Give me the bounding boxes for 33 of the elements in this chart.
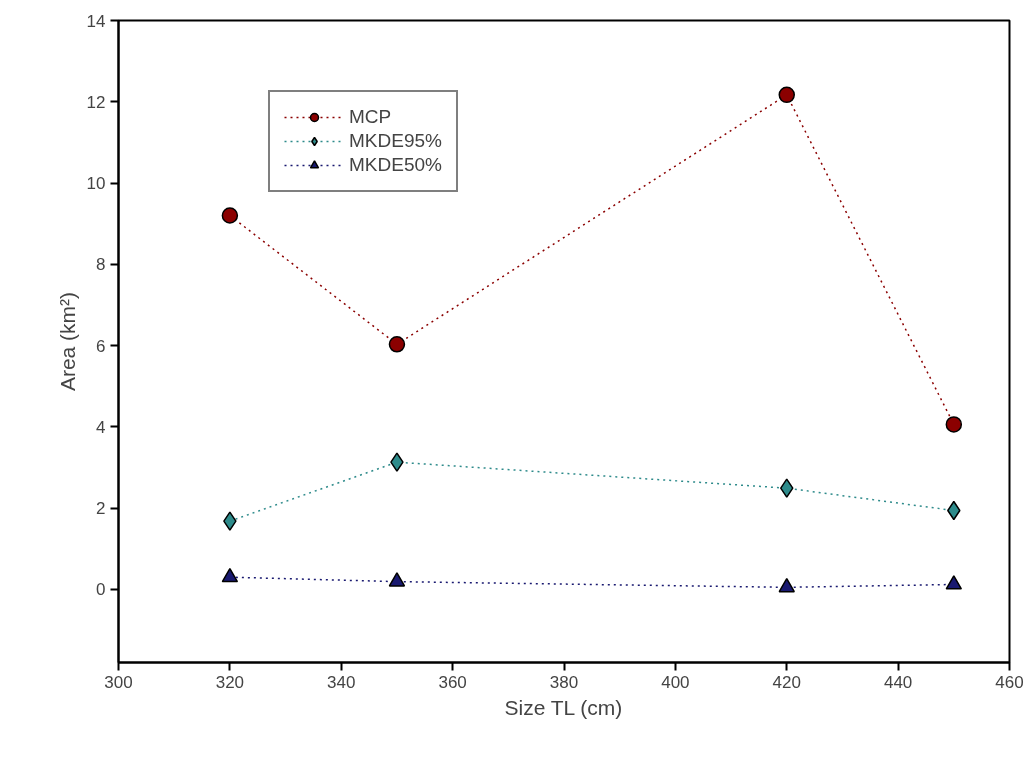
y-tick-label: 0 bbox=[96, 580, 106, 600]
point bbox=[221, 207, 239, 224]
point bbox=[390, 452, 404, 472]
y-tick-label: 14 bbox=[86, 11, 106, 31]
x-tick-label: 300 bbox=[104, 672, 133, 692]
point bbox=[223, 511, 237, 531]
point bbox=[945, 575, 963, 590]
y-tick-label: 8 bbox=[96, 255, 106, 275]
legend-label: MCP bbox=[349, 106, 392, 128]
point bbox=[388, 572, 406, 587]
x-axis-title: Size TL (cm) bbox=[504, 695, 623, 719]
x-tick-label: 380 bbox=[549, 672, 579, 692]
y-tick-label: 10 bbox=[86, 174, 106, 194]
legend-label: MKDE95% bbox=[349, 130, 442, 152]
point bbox=[780, 478, 794, 498]
x-tick-label: 320 bbox=[215, 672, 245, 692]
x-tick-label: 340 bbox=[327, 672, 356, 692]
point bbox=[388, 336, 406, 353]
point bbox=[778, 86, 795, 104]
y-tick-label: 6 bbox=[96, 336, 106, 356]
x-tick-label: 460 bbox=[995, 672, 1024, 692]
x-tick-label: 440 bbox=[883, 672, 913, 692]
point bbox=[945, 416, 963, 433]
y-tick-label: 12 bbox=[86, 92, 106, 112]
point bbox=[778, 577, 795, 593]
x-tick-label: 420 bbox=[772, 672, 801, 692]
legend-label: MKDE50% bbox=[349, 154, 442, 176]
x-tick-label: 400 bbox=[661, 672, 690, 692]
y-tick-label: 2 bbox=[96, 499, 106, 519]
y-axis-title: Area (km²) bbox=[55, 291, 79, 392]
point bbox=[221, 567, 239, 583]
x-tick-label: 360 bbox=[438, 672, 467, 692]
y-tick-label: 4 bbox=[96, 417, 106, 437]
